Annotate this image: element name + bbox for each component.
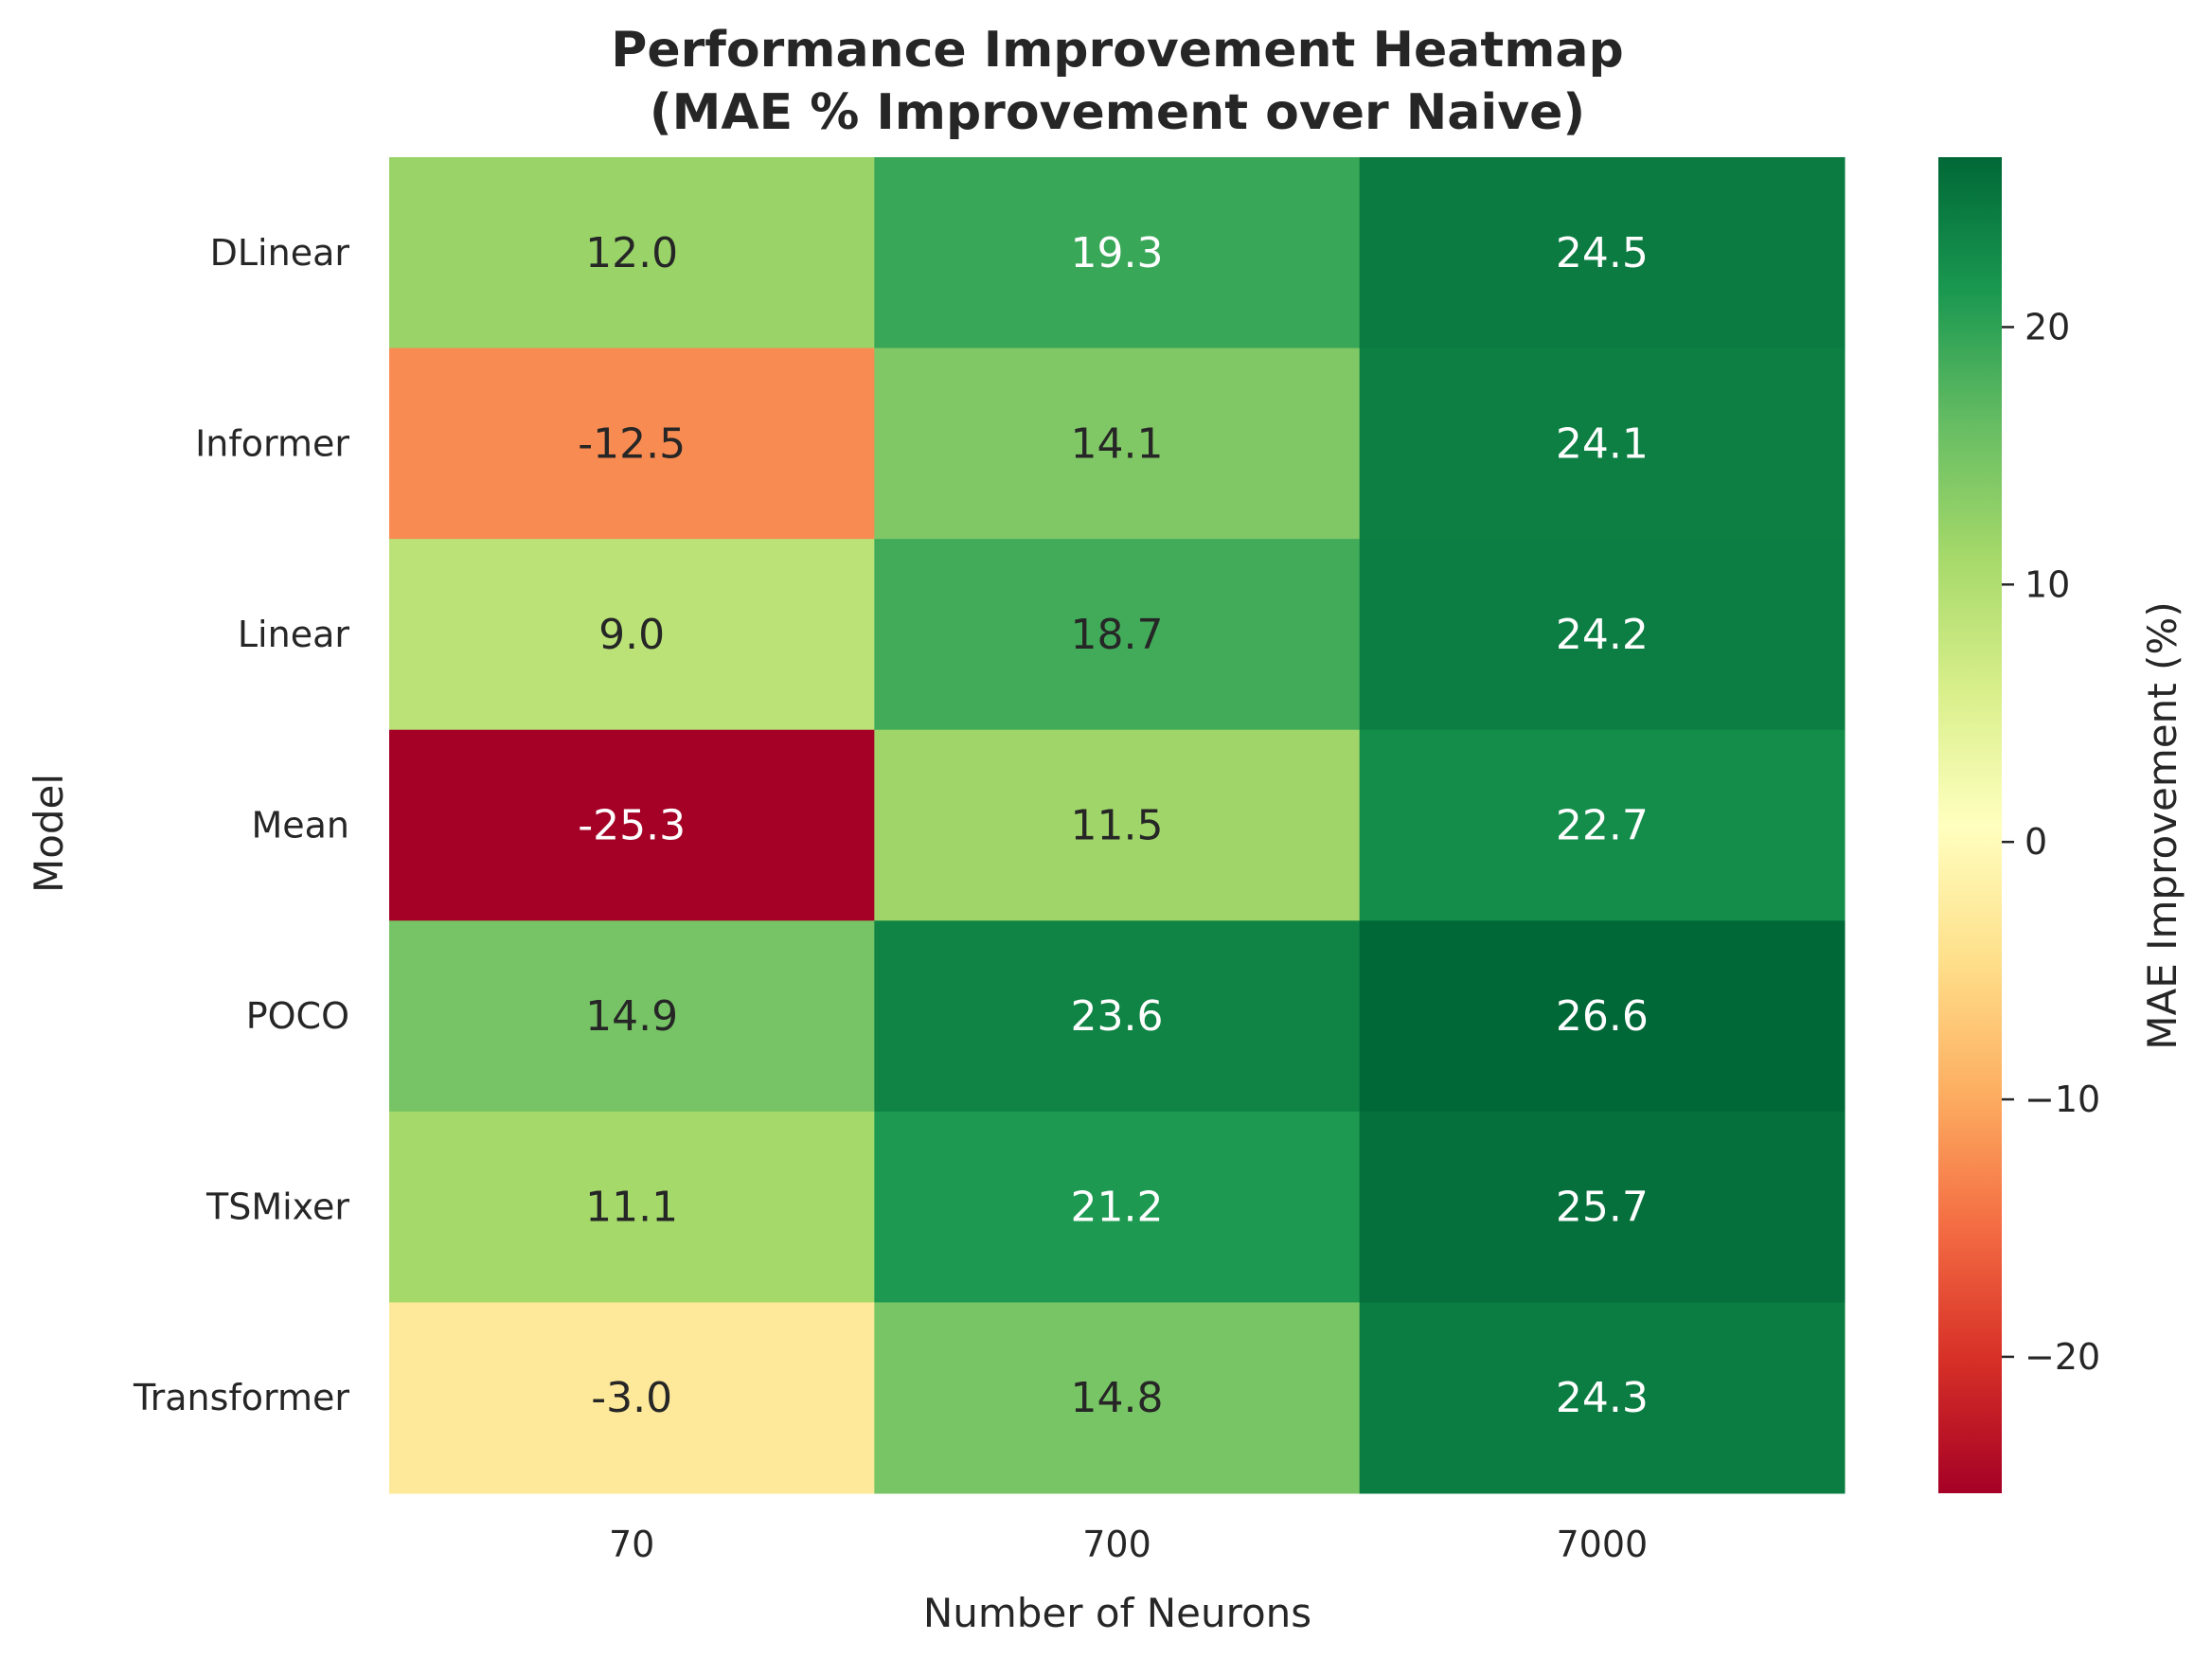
- x-tick-label: 7000: [1556, 1524, 1648, 1565]
- cell-value-label: 21.2: [1071, 1184, 1164, 1232]
- colorbar-ticks: 20 10 0 −10 −20: [2002, 306, 2100, 1378]
- cell-value-label: 14.1: [1071, 419, 1164, 468]
- y-tick-label: Transformer: [133, 1377, 349, 1418]
- y-tick-labels: DLinear Informer Linear Mean POCO TSMixer Tran…: [133, 232, 349, 1418]
- heatmap-cell: [389, 1302, 875, 1494]
- heatmap-cell: [1359, 729, 1846, 921]
- cell-value-label: 9.0: [598, 611, 665, 659]
- x-tick-labels: 70 700 7000: [609, 1524, 1648, 1565]
- heatmap-cell: [1359, 1302, 1846, 1494]
- y-tick-label: Mean: [251, 805, 349, 847]
- chart-title-line-2: (MAE % Improvement over Naive): [650, 84, 1585, 141]
- cell-value-label: 12.0: [585, 229, 678, 277]
- heatmap-cell: [1359, 539, 1846, 731]
- heatmap-cell: [874, 1302, 1361, 1494]
- cell-value-label: 24.5: [1556, 229, 1649, 277]
- cell-value-label: 26.6: [1556, 992, 1649, 1041]
- colorbar-tick-label: 10: [2025, 563, 2070, 605]
- cell-value-label: 25.7: [1556, 1184, 1649, 1232]
- cell-value-label: 23.6: [1071, 992, 1164, 1041]
- heatmap-cell: [389, 920, 875, 1113]
- cell-value-label: 24.1: [1556, 419, 1649, 468]
- colorbar-tick-label: −10: [2025, 1079, 2100, 1120]
- cell-value-label: 19.3: [1071, 229, 1164, 277]
- x-tick-label: 700: [1082, 1524, 1151, 1565]
- cell-value-label: -25.3: [578, 802, 686, 850]
- heatmap-cell: [389, 157, 875, 349]
- heatmap-cell: [1359, 348, 1846, 540]
- heatmap-cell: [874, 920, 1361, 1113]
- cell-value-label: -12.5: [578, 419, 686, 468]
- x-tick-label: 70: [609, 1524, 654, 1565]
- y-tick-label: Informer: [195, 422, 349, 464]
- heatmap-cell: [389, 348, 875, 540]
- y-tick-label: TSMixer: [205, 1186, 349, 1228]
- x-axis-label: Number of Neurons: [923, 1590, 1311, 1636]
- cell-value-label: 24.3: [1556, 1374, 1649, 1422]
- cell-value-label: 11.5: [1071, 802, 1164, 850]
- heatmap-cell: [389, 1111, 875, 1303]
- cell-value-label: 14.9: [585, 992, 678, 1041]
- heatmap-cell: [1359, 920, 1846, 1113]
- chart-title-line-1: Performance Improvement Heatmap: [611, 22, 1623, 79]
- heatmap-cell: [874, 539, 1361, 731]
- heatmap-cell: [874, 1111, 1361, 1303]
- cell-value-label: -3.0: [591, 1374, 672, 1422]
- cell-value-label: 18.7: [1071, 611, 1164, 659]
- cell-value-label: 11.1: [585, 1184, 678, 1232]
- cell-value-label: 22.7: [1556, 802, 1649, 850]
- heatmap-cell: [389, 539, 875, 731]
- heatmap-cell: [874, 729, 1361, 921]
- heatmap-cells: 12.0 19.3 24.5 -12.5 14.1 24.1 9.0 18.7 24.2 -25.…: [389, 157, 1846, 1494]
- heatmap-cell: [389, 729, 875, 921]
- cell-value-label: 14.8: [1071, 1374, 1164, 1422]
- y-axis-label: Model: [26, 774, 72, 893]
- heatmap-cell: [874, 157, 1361, 349]
- colorbar-label: MAE Improvement (%): [2139, 601, 2185, 1049]
- y-tick-label: Linear: [238, 614, 349, 655]
- colorbar: [1938, 157, 2002, 1493]
- y-tick-label: POCO: [246, 995, 349, 1037]
- colorbar-tick-label: −20: [2025, 1336, 2100, 1378]
- cell-value-label: 24.2: [1556, 611, 1649, 659]
- heatmap-cell: [1359, 157, 1846, 349]
- y-tick-label: DLinear: [210, 232, 350, 274]
- heatmap-cell: [874, 348, 1361, 540]
- colorbar-tick-label: 0: [2025, 821, 2047, 863]
- colorbar-tick-label: 20: [2025, 306, 2070, 348]
- heatmap-cell: [1359, 1111, 1846, 1303]
